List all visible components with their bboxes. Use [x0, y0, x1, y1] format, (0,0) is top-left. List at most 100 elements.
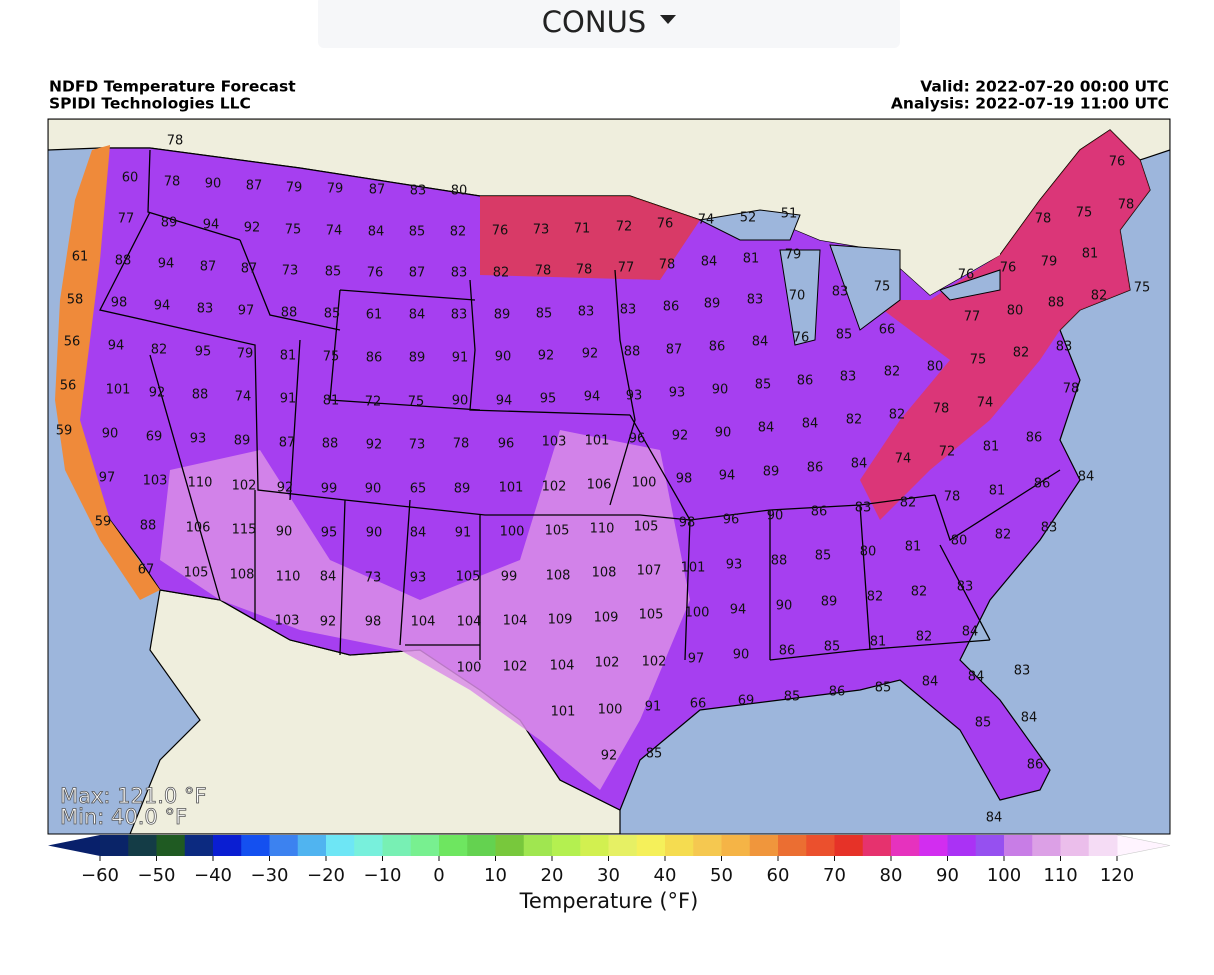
- station-value: 74: [977, 396, 994, 411]
- station-value: 84: [320, 570, 337, 585]
- station-value: 96: [498, 437, 515, 452]
- map-subtitle: SPIDI Technologies LLC: [49, 95, 251, 113]
- station-value: 115: [232, 523, 257, 538]
- station-value: 71: [574, 222, 591, 237]
- station-value: 85: [755, 378, 772, 393]
- station-value: 82: [450, 225, 467, 240]
- station-value: 86: [663, 300, 680, 315]
- station-value: 76: [958, 268, 975, 283]
- station-value: 84: [1078, 470, 1095, 485]
- station-value: 90: [733, 648, 750, 663]
- station-value: 89: [234, 434, 251, 449]
- station-value: 90: [205, 177, 222, 192]
- station-value: 86: [709, 340, 726, 355]
- colorbar-tick-label: 60: [767, 865, 790, 886]
- station-value: 82: [995, 528, 1012, 543]
- colorbar-tick-label: 70: [823, 865, 846, 886]
- station-value: 90: [366, 526, 383, 541]
- map-area: 78 60 78 90 87 79 79 87 83 80 77 89 94 92 75 74 84 85 82 76…: [48, 119, 1170, 834]
- station-value: 84: [922, 675, 939, 690]
- colorbar-over: [1116, 834, 1171, 857]
- station-value: 100: [685, 606, 710, 621]
- colorbar-tick-label: −10: [364, 865, 402, 886]
- station-value: 82: [916, 630, 933, 645]
- station-value: 79: [237, 347, 254, 362]
- colorbar-segment: [1088, 835, 1118, 856]
- station-value: 86: [807, 461, 824, 476]
- colorbar-tick-label: 110: [1043, 865, 1077, 886]
- station-value: 82: [889, 408, 906, 423]
- station-value: 69: [146, 430, 163, 445]
- colorbar-segment: [382, 835, 412, 856]
- station-value: 108: [230, 568, 255, 583]
- colorbar-segment: [665, 835, 694, 856]
- station-value: 94: [719, 469, 736, 484]
- station-value: 78: [576, 263, 593, 278]
- hot-southwest: [160, 430, 690, 790]
- station-value: 87: [241, 262, 258, 277]
- station-value: 79: [327, 182, 344, 197]
- station-value: 93: [190, 432, 207, 447]
- station-value: 88: [140, 519, 157, 534]
- colorbar-segment: [806, 835, 835, 856]
- station-value: 82: [151, 343, 168, 358]
- station-value: 82: [911, 585, 928, 600]
- colorbar-segment: [1032, 835, 1061, 856]
- station-value: 73: [409, 438, 426, 453]
- station-value: 91: [280, 392, 297, 407]
- station-value: 78: [167, 134, 184, 149]
- station-value: 89: [409, 351, 426, 366]
- station-value: 109: [594, 611, 619, 626]
- station-value: 78: [944, 490, 961, 505]
- dropdown-label: CONUS: [541, 5, 647, 39]
- station-value: 86: [797, 374, 814, 389]
- station-value: 83: [197, 302, 214, 317]
- region-dropdown[interactable]: CONUS: [318, 0, 900, 48]
- station-value: 86: [811, 505, 828, 520]
- station-value: 85: [836, 328, 853, 343]
- station-value: 83: [855, 501, 872, 516]
- colorbar-segment: [184, 835, 214, 856]
- colorbar-segment: [552, 835, 581, 856]
- colorbar-tick-label: −50: [138, 865, 176, 886]
- colorbar-segment: [439, 835, 468, 856]
- station-value: 74: [698, 213, 715, 228]
- colorbar-segment: [297, 835, 327, 856]
- station-value: 105: [545, 524, 570, 539]
- station-value: 90: [452, 394, 469, 409]
- station-value: 89: [161, 216, 178, 231]
- station-value: 58: [67, 293, 84, 308]
- station-value: 72: [939, 445, 956, 460]
- station-value: 83: [451, 308, 468, 323]
- station-value: 92: [582, 347, 599, 362]
- station-value: 76: [1000, 261, 1017, 276]
- station-value: 84: [368, 225, 385, 240]
- station-value: 65: [410, 482, 427, 497]
- station-value: 89: [704, 297, 721, 312]
- station-value: 88: [322, 437, 339, 452]
- station-value: 84: [409, 308, 426, 323]
- station-value: 75: [874, 280, 891, 295]
- colorbar-segment: [778, 835, 807, 856]
- colorbar-tick-label: −40: [194, 865, 232, 886]
- station-value: 83: [840, 370, 857, 385]
- colorbar-segment: [608, 835, 638, 856]
- station-value: 94: [203, 218, 220, 233]
- station-value: 83: [747, 293, 764, 308]
- station-value: 78: [659, 258, 676, 273]
- colorbar-segment: [467, 835, 496, 856]
- min-label: Min: 40.0 °F: [60, 805, 187, 829]
- colorbar-segment: [241, 835, 270, 856]
- station-value: 101: [585, 434, 610, 449]
- station-value: 70: [789, 289, 806, 304]
- colorbar-under: [48, 835, 100, 856]
- station-value: 84: [752, 335, 769, 350]
- station-value: 90: [712, 383, 729, 398]
- station-value: 81: [323, 394, 340, 409]
- station-value: 104: [550, 659, 575, 674]
- station-value: 94: [584, 390, 601, 405]
- station-value: 92: [277, 481, 294, 496]
- station-value: 106: [587, 478, 612, 493]
- station-value: 90: [102, 427, 119, 442]
- colorbar-segment: [1060, 835, 1090, 856]
